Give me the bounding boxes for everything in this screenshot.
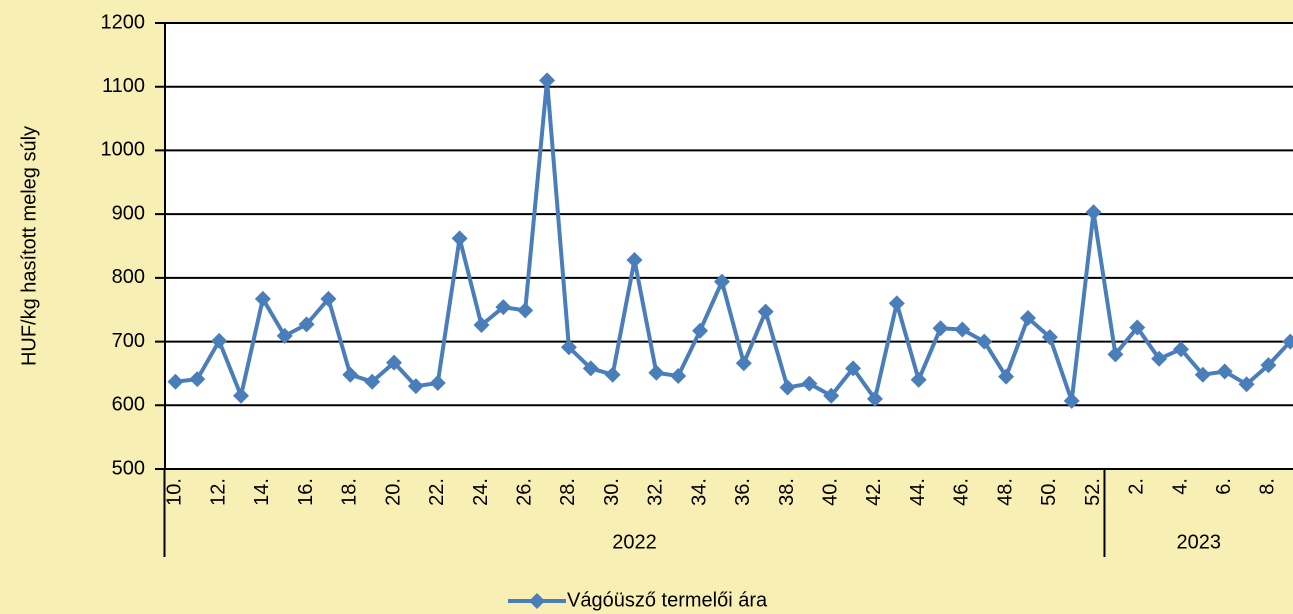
data-point (998, 368, 1015, 385)
x-tick-label: 46. (951, 478, 973, 506)
x-tick-label: 8. (1257, 478, 1279, 495)
x-tick-label: 40. (820, 478, 842, 506)
data-point (866, 390, 883, 407)
data-point (1085, 204, 1102, 221)
data-point (298, 316, 315, 333)
x-tick-label: 28. (557, 478, 579, 506)
x-tick-label: 26. (513, 478, 535, 506)
data-point (976, 333, 993, 350)
data-point (386, 354, 403, 371)
x-tick-label: 6. (1213, 478, 1235, 495)
data-point (1260, 357, 1277, 374)
x-tick-label: 30. (601, 478, 623, 506)
data-point (1151, 350, 1168, 367)
data-point (539, 72, 556, 89)
x-tick-label: 38. (776, 478, 798, 506)
y-tick-label: 700 (112, 330, 145, 352)
data-point (670, 367, 687, 384)
x-tick-label: 50. (1038, 478, 1060, 506)
x-tick-label: 20. (382, 478, 404, 506)
data-point (473, 317, 490, 334)
x-tick-label: 36. (732, 478, 754, 506)
data-point (429, 374, 446, 391)
y-tick-label: 1000 (101, 139, 146, 161)
data-point (845, 360, 862, 377)
data-point (407, 378, 424, 395)
x-tick-label: 52. (1082, 478, 1104, 506)
data-point (604, 366, 621, 383)
data-point (342, 366, 359, 383)
data-point (1216, 363, 1233, 380)
data-point (320, 290, 337, 307)
data-point (254, 290, 271, 307)
x-tick-label: 4. (1169, 478, 1191, 495)
data-point (692, 322, 709, 339)
x-tick-label: 32. (645, 478, 667, 506)
data-point (189, 371, 206, 388)
data-point (1063, 392, 1080, 409)
data-point (582, 360, 599, 377)
data-point (495, 299, 512, 316)
x-tick-label: 44. (907, 478, 929, 506)
data-point (1194, 366, 1211, 383)
data-point (735, 355, 752, 372)
x-tick-label: 48. (994, 478, 1016, 506)
x-tick-label: 42. (863, 478, 885, 506)
data-point (1238, 376, 1255, 393)
y-tick-label: 600 (112, 394, 145, 416)
y-tick-label: 900 (112, 202, 145, 224)
x-tick-label: 10. (164, 478, 186, 506)
data-point (1172, 341, 1189, 358)
plot-area (165, 23, 1293, 469)
data-point (1107, 346, 1124, 363)
x-tick-label: 14. (251, 478, 273, 506)
data-point (167, 373, 184, 390)
data-point (560, 339, 577, 356)
data-point (211, 332, 228, 349)
y-axis-label: HUF/kg hasított meleg súly (18, 126, 40, 366)
data-point (954, 321, 971, 338)
data-point (910, 371, 927, 388)
group-label: 2022 (612, 531, 657, 553)
data-point (888, 295, 905, 312)
data-point (233, 387, 250, 404)
data-point (1041, 329, 1058, 346)
data-point (713, 273, 730, 290)
data-point (648, 364, 665, 381)
group-label: 2023 (1176, 531, 1221, 553)
x-tick-label: 34. (688, 478, 710, 506)
data-point (517, 302, 534, 319)
y-tick-label: 800 (112, 266, 145, 288)
data-point (932, 320, 949, 337)
x-tick-label: 16. (295, 478, 317, 506)
x-tick-label: 2. (1126, 478, 1148, 495)
legend-marker (529, 593, 545, 609)
data-point (1282, 333, 1293, 350)
data-point (1129, 319, 1146, 336)
data-point (757, 303, 774, 320)
data-point (626, 252, 643, 269)
x-tick-label: 22. (426, 478, 448, 506)
data-point (801, 375, 818, 392)
data-point (779, 379, 796, 396)
y-tick-label: 500 (112, 457, 145, 479)
data-point (276, 327, 293, 344)
x-tick-label: 12. (207, 478, 229, 506)
x-tick-label: 24. (470, 478, 492, 506)
data-point (823, 387, 840, 404)
data-point (451, 230, 468, 247)
x-tick-label: 18. (339, 478, 361, 506)
legend-label: Vágóüsző termelői ára (567, 589, 768, 611)
series-line (175, 78, 1292, 403)
y-tick-label: 1200 (101, 11, 146, 33)
y-tick-label: 1100 (102, 75, 145, 97)
data-point (1019, 309, 1036, 326)
data-point (364, 373, 381, 390)
